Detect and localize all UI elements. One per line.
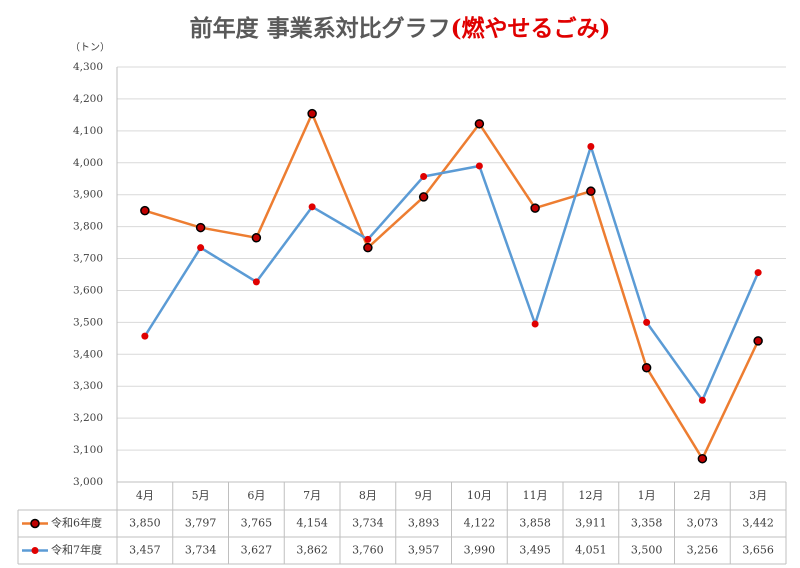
marker bbox=[753, 336, 763, 346]
table-value: 4,154 bbox=[296, 517, 328, 530]
y-tick-label: 3,400 bbox=[73, 348, 103, 360]
y-tick-label: 4,000 bbox=[73, 157, 103, 169]
marker bbox=[418, 192, 429, 202]
x-tick-label: 6月 bbox=[247, 489, 265, 502]
marker bbox=[363, 242, 373, 253]
x-tick-label: 8月 bbox=[359, 489, 377, 502]
table-value: 3,627 bbox=[241, 544, 273, 557]
table-value: 3,495 bbox=[519, 544, 551, 557]
table-value: 3,442 bbox=[742, 517, 774, 530]
marker bbox=[641, 362, 652, 373]
marker bbox=[586, 186, 596, 196]
table-value: 3,500 bbox=[631, 544, 663, 557]
table-value: 3,734 bbox=[185, 544, 217, 557]
table-value: 3,760 bbox=[352, 544, 384, 557]
marker bbox=[530, 203, 540, 213]
x-tick-label: 2月 bbox=[693, 489, 711, 502]
marker bbox=[252, 278, 260, 286]
table-value: 3,457 bbox=[129, 544, 161, 557]
x-tick-label: 10月 bbox=[467, 489, 492, 502]
marker bbox=[531, 320, 539, 328]
x-tick-label: 5月 bbox=[192, 489, 210, 502]
y-tick-label: 3,300 bbox=[73, 380, 103, 392]
marker bbox=[698, 396, 706, 404]
marker bbox=[140, 205, 150, 216]
marker bbox=[754, 269, 762, 277]
y-tick-label: 3,600 bbox=[73, 284, 103, 296]
x-tick-label: 9月 bbox=[415, 489, 433, 502]
marker bbox=[587, 142, 595, 150]
y-tick-label: 4,200 bbox=[73, 93, 103, 105]
y-unit: （トン） bbox=[70, 42, 110, 54]
legend-label: 令和7年度 bbox=[51, 543, 102, 557]
table-value: 3,256 bbox=[687, 544, 719, 557]
marker bbox=[475, 162, 483, 170]
x-tick-label: 7月 bbox=[303, 489, 321, 502]
table-value: 3,797 bbox=[185, 517, 217, 530]
table-value: 3,358 bbox=[631, 517, 663, 530]
series-line bbox=[144, 112, 760, 460]
x-tick-label: 1月 bbox=[638, 489, 656, 502]
y-tick-label: 3,900 bbox=[73, 189, 103, 201]
series-line bbox=[143, 145, 760, 402]
title-main: 前年度 事業系対比グラフ bbox=[190, 15, 451, 42]
marker bbox=[308, 203, 316, 211]
x-tick-label: 12月 bbox=[578, 489, 603, 502]
marker bbox=[643, 318, 651, 326]
y-tick-label: 4,100 bbox=[73, 125, 103, 137]
table-value: 3,850 bbox=[129, 517, 161, 530]
table-value: 3,957 bbox=[408, 544, 440, 557]
x-tick-label: 4月 bbox=[136, 489, 154, 502]
table-value: 3,734 bbox=[352, 517, 384, 530]
marker bbox=[697, 453, 708, 464]
marker bbox=[251, 233, 262, 243]
table-value: 3,765 bbox=[241, 517, 273, 530]
y-tick-label: 3,100 bbox=[73, 444, 103, 456]
marker bbox=[420, 172, 428, 180]
y-tick-label: 3,800 bbox=[73, 221, 103, 233]
marker bbox=[141, 332, 149, 340]
table-value: 3,893 bbox=[408, 517, 440, 530]
legend-marker bbox=[30, 518, 40, 529]
table-value: 3,990 bbox=[464, 544, 496, 557]
table-value: 4,051 bbox=[575, 544, 607, 557]
marker bbox=[364, 235, 372, 243]
legend-label: 令和6年度 bbox=[51, 516, 102, 530]
legend-marker bbox=[31, 547, 39, 554]
table-value: 3,858 bbox=[519, 517, 551, 530]
x-tick-label: 3月 bbox=[749, 489, 767, 502]
table-value: 3,656 bbox=[742, 544, 774, 557]
x-tick-label: 11月 bbox=[523, 489, 548, 502]
y-tick-label: 3,700 bbox=[73, 253, 103, 265]
y-tick-label: 3,200 bbox=[73, 412, 103, 424]
y-tick-label: 3,000 bbox=[73, 476, 103, 488]
chart-title: 前年度 事業系対比グラフ(燃やせるごみ) bbox=[190, 15, 611, 42]
table-value: 3,073 bbox=[687, 517, 719, 530]
table-value: 3,862 bbox=[296, 544, 328, 557]
marker bbox=[195, 222, 206, 233]
y-tick-label: 4,300 bbox=[73, 61, 103, 73]
y-tick-label: 3,500 bbox=[73, 316, 103, 328]
marker bbox=[474, 119, 485, 129]
table-value: 3,911 bbox=[575, 517, 607, 530]
marker bbox=[197, 244, 205, 252]
table-value: 4,122 bbox=[464, 517, 496, 530]
marker bbox=[307, 108, 317, 119]
title-highlight: (燃やせるごみ) bbox=[451, 15, 611, 42]
